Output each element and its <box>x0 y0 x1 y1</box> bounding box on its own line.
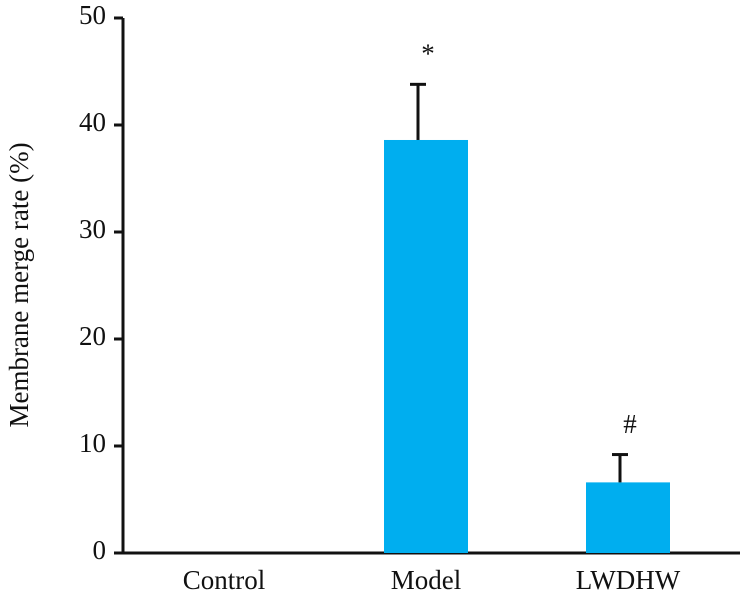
significance-label: # <box>623 409 637 439</box>
y-tick-label: 20 <box>79 321 106 351</box>
y-axis-label: Membrane merge rate (%) <box>4 142 34 427</box>
error-bar <box>410 82 426 140</box>
significance-label: * <box>421 39 435 69</box>
error-bar <box>612 453 628 483</box>
bar <box>384 139 468 554</box>
y-tick-label: 10 <box>79 428 106 458</box>
y-tick-label: 50 <box>79 0 106 30</box>
y-tick-label: 40 <box>79 107 106 137</box>
x-tick-label: Model <box>391 565 462 595</box>
y-tick-label: 30 <box>79 214 106 244</box>
x-tick-label: LWDHW <box>576 565 681 595</box>
x-tick-label: Control <box>183 565 266 595</box>
y-tick-label: 0 <box>93 535 107 565</box>
bar <box>586 482 670 553</box>
